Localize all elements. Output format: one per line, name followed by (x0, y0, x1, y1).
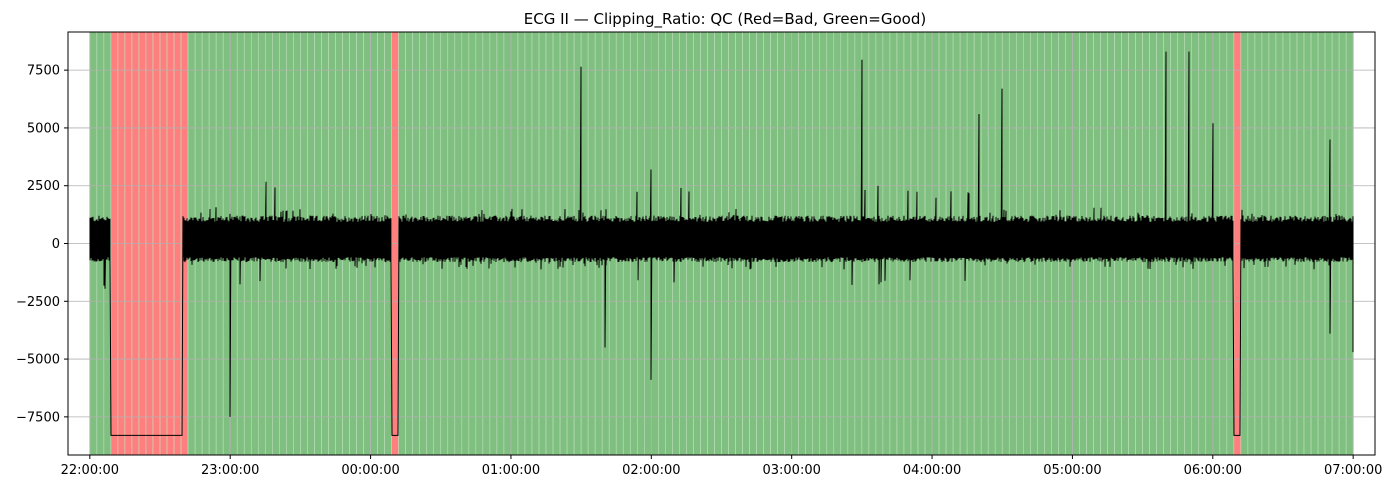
x-tick-label: 07:00:00 (1324, 463, 1382, 478)
y-tick-label: 2500 (27, 179, 60, 194)
y-tick-label: 7500 (27, 64, 60, 79)
ecg-signal-line (89, 51, 1354, 436)
x-tick-label: 00:00:00 (341, 463, 399, 478)
x-tick-label: 23:00:00 (201, 463, 259, 478)
x-tick-label: 04:00:00 (903, 463, 961, 478)
y-tick-label: −2500 (16, 295, 60, 310)
y-tick-label: 0 (52, 237, 60, 252)
y-tick-label: 5000 (27, 121, 60, 136)
chart-title: ECG II — Clipping_Ratio: QC (Red=Bad, Gr… (524, 10, 926, 29)
x-tick-label: 22:00:00 (61, 463, 119, 478)
x-tick-label: 02:00:00 (622, 463, 680, 478)
x-tick-label: 01:00:00 (482, 463, 540, 478)
y-axis: 7500 5000 2500 0 −2500 −5000 −7500 (16, 64, 68, 425)
y-tick-label: −7500 (16, 410, 60, 425)
x-tick-label: 03:00:00 (762, 463, 820, 478)
x-tick-label: 05:00:00 (1043, 463, 1101, 478)
plot-area (67, 31, 1376, 456)
y-tick-label: −5000 (16, 353, 60, 368)
x-axis: 22:00:00 23:00:00 00:00:00 01:00:00 02:00:00… (61, 455, 1382, 478)
x-tick-label: 06:00:00 (1184, 463, 1242, 478)
